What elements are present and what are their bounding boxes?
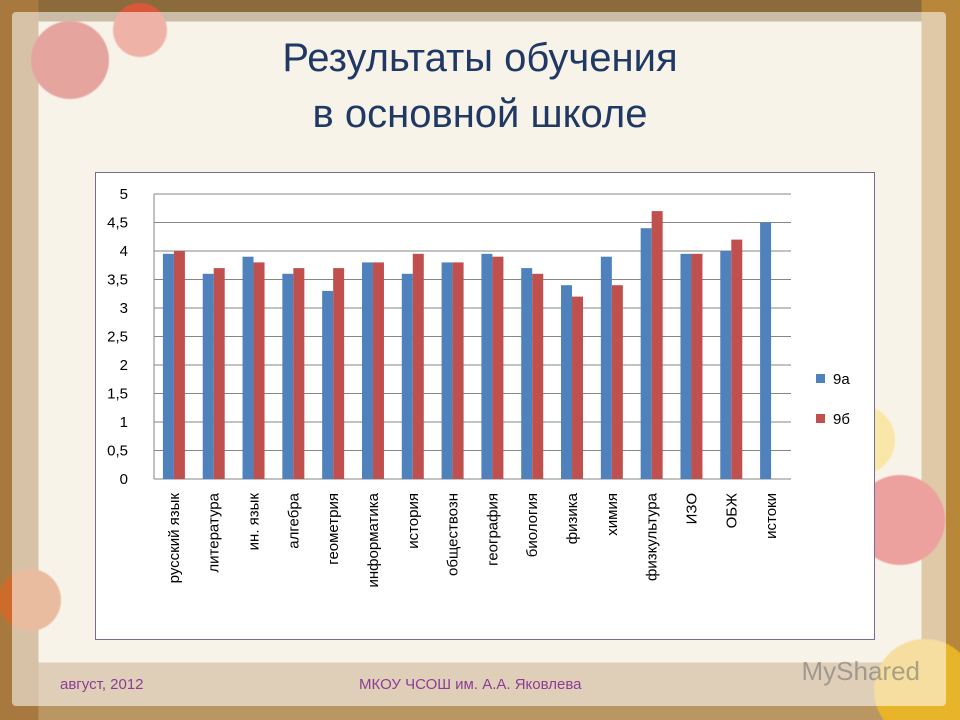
bar-series-2 (651, 211, 663, 479)
bar-series-1 (361, 262, 373, 479)
x-tick-label: обществозн (445, 493, 462, 576)
x-tick-label: информатика (365, 492, 382, 587)
x-tick-label: география (484, 493, 501, 566)
footer-school: МКОУ ЧСОШ им. А.А. Яковлева (359, 676, 582, 693)
bar-series-1 (441, 262, 453, 479)
bar-series-1 (282, 273, 294, 479)
title-line-1: Результаты обучения (282, 36, 678, 80)
slide-title: Результаты обучения в основной школе (0, 30, 960, 142)
bar-series-1 (600, 256, 612, 479)
bar-series-1 (322, 290, 334, 479)
x-tick-label: литература (206, 492, 223, 572)
bar-series-1 (521, 268, 533, 479)
bar-series-1 (162, 253, 174, 479)
bar-series-2 (253, 262, 265, 479)
bar-series-2 (532, 273, 544, 479)
bar-series-2 (372, 262, 384, 479)
bar-series-2 (611, 285, 623, 479)
y-tick-label: 2 (120, 357, 128, 374)
bar-series-2 (452, 262, 464, 479)
x-tick-label: ИЗО (683, 493, 700, 524)
bar-series-1 (481, 253, 493, 479)
bar-series-2 (173, 251, 185, 479)
bar-series-2 (213, 268, 225, 479)
y-tick-label: 5 (120, 186, 128, 203)
bar-series-1 (720, 251, 732, 479)
bar-series-1 (401, 273, 413, 479)
y-tick-label: 1,5 (107, 386, 128, 403)
x-tick-label: физика (564, 492, 581, 544)
x-tick-label: алгебра (285, 492, 302, 548)
footer-date: август, 2012 (60, 676, 144, 693)
x-tick-label: физкультура (644, 492, 661, 581)
bar-series-2 (412, 253, 424, 479)
bar-series-1 (202, 273, 214, 479)
bar-series-2 (492, 256, 504, 479)
x-tick-label: ОБЖ (723, 493, 740, 529)
title-line-2: в основной школе (312, 92, 648, 136)
x-tick-label: истоки (763, 493, 780, 539)
legend-swatch (816, 374, 825, 383)
x-tick-label: биология (524, 493, 541, 557)
watermark-logo: MyShared (801, 656, 921, 686)
y-tick-label: 2,5 (107, 329, 128, 346)
y-tick-label: 4,5 (107, 215, 128, 232)
bar-series-1 (680, 253, 692, 479)
bar-series-2 (572, 296, 584, 479)
y-tick-label: 0,5 (107, 443, 128, 460)
bar-series-2 (293, 268, 305, 479)
chart-container: 0 0,5 1 1,5 2 2,5 3 3,5 4 4,5 5 русский язык литерат… (95, 172, 875, 640)
bar-series-2 (731, 239, 743, 479)
x-tick-label: русский язык (166, 493, 183, 584)
bar-series-1 (760, 222, 772, 479)
bar-series-1 (242, 256, 254, 479)
bar-series-1 (640, 228, 652, 479)
legend-label: 9а (833, 371, 850, 388)
y-tick-label: 3 (120, 300, 128, 317)
legend-swatch (816, 414, 825, 423)
bar-chart: 0 0,5 1 1,5 2 2,5 3 3,5 4 4,5 5 русский язык литерат… (107, 186, 850, 588)
y-tick-label: 1 (120, 414, 128, 431)
y-tick-label: 4 (120, 243, 128, 260)
bar-series-1 (561, 285, 573, 479)
y-tick-label: 3,5 (107, 272, 128, 289)
x-tick-label: ин. язык (246, 493, 263, 551)
bar-series-2 (691, 253, 703, 479)
y-tick-label: 0 (120, 471, 128, 488)
x-tick-label: история (405, 493, 422, 549)
legend-label: 9б (833, 411, 850, 428)
bar-series-2 (333, 268, 345, 479)
x-tick-label: геометрия (325, 493, 342, 565)
x-tick-label: химия (604, 493, 621, 536)
